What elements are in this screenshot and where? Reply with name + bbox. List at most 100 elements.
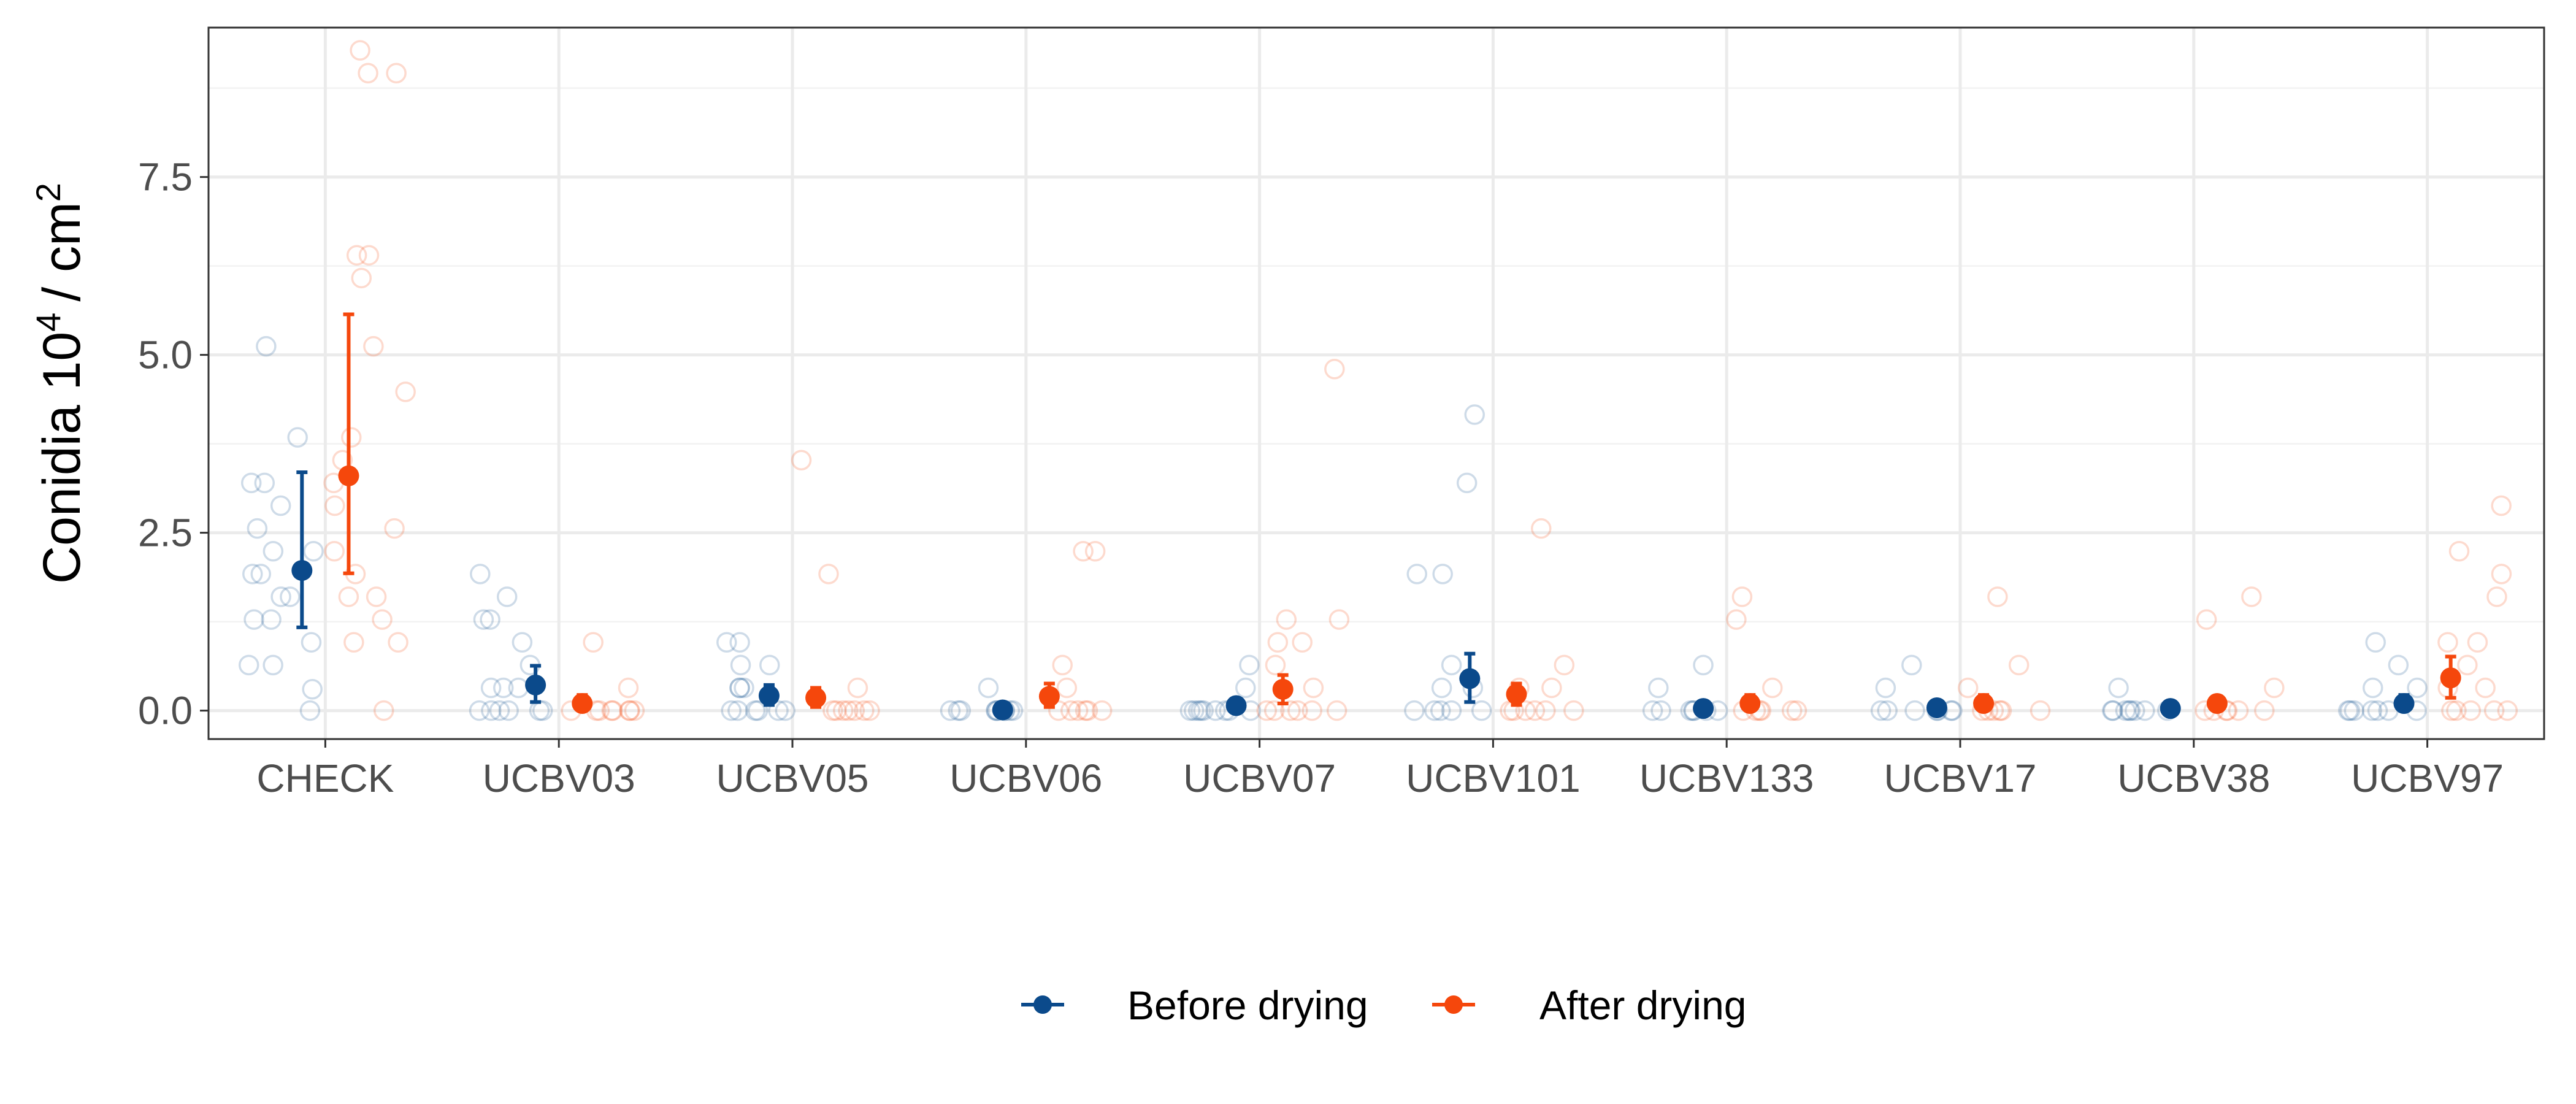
raw-point-before [280,586,301,607]
y-axis-title-main: Conidia 10 [33,332,91,584]
raw-point-after [338,586,359,607]
legend-key-dot-after [1444,995,1463,1014]
raw-point-before [1239,654,1260,676]
legend-item-after: After drying [1432,983,1746,1028]
y-axis-title-superscript-2: 2 [29,183,67,202]
raw-point-after [1324,359,1345,380]
x-tick-label: UCBV06 [949,756,1102,800]
raw-point-after [1731,586,1753,607]
raw-point-after [2497,700,2518,721]
y-axis-ticks: 0.0 2.5 5.0 7.5 [138,155,209,733]
mean-point-after [805,687,827,708]
raw-point-after [1056,677,1078,699]
raw-point-before [1424,700,1445,721]
raw-point-after [358,245,380,266]
raw-point-after [2241,586,2262,607]
raw-point-after [351,267,372,289]
raw-point-after [358,63,378,83]
raw-point-before [1179,700,1201,721]
raw-point-after [822,700,843,721]
raw-point-before [299,700,321,721]
raw-point-before [240,472,262,494]
raw-point-before [768,700,789,721]
x-tick-label: UCBV97 [2351,756,2504,800]
raw-point-before [950,700,972,721]
raw-point-after [2486,586,2507,607]
raw-point-before [489,700,510,721]
mean-point-before [992,699,1013,721]
raw-point-before [727,700,748,721]
raw-point-after [374,700,394,721]
raw-point-after [2448,541,2470,562]
y-axis-title-unit: / cm [33,202,91,301]
raw-point-after [1303,677,1324,699]
raw-point-before [1431,677,1452,699]
raw-point-after [324,541,345,562]
y-tick-label: 7.5 [138,155,193,199]
raw-point-after [343,632,364,653]
raw-point-after [791,450,812,471]
raw-point-before [473,609,494,630]
x-axis-ticks: CHECK UCBV03 UCBV05 UCBV06 UCBV07 UCBV101 UCBV… [256,739,2504,800]
raw-point-before [2388,654,2409,676]
raw-point-after [2475,677,2496,699]
raw-point-after [350,40,370,61]
raw-point-before [498,700,519,721]
raw-point-before [2120,700,2141,721]
raw-point-before [303,541,324,562]
x-tick-label: CHECK [256,756,394,800]
raw-point-after [583,632,604,653]
raw-point-after [2460,700,2482,721]
raw-point-before [270,495,291,516]
raw-point-after [1060,700,1081,721]
y-tick-label: 5.0 [138,333,193,377]
raw-point-before [1464,404,1485,425]
mean-point-before [1693,698,1714,719]
raw-point-before [978,677,999,699]
mean-point-before [1225,695,1247,716]
raw-point-before [1430,700,1451,721]
raw-point-after [2254,700,2275,721]
raw-point-before [2118,700,2140,721]
raw-point-after [1301,700,1322,721]
raw-point-after [2030,700,2051,721]
raw-point-before [496,586,518,607]
raw-point-after [366,586,387,607]
raw-point-before [747,700,769,721]
raw-point-before [469,700,490,721]
raw-point-after [844,700,865,721]
raw-point-before [481,700,502,721]
y-tick-label: 2.5 [138,511,193,555]
mean-point-after [1973,693,1995,714]
mean-point-after [1739,693,1761,714]
raw-point-after [602,700,623,721]
raw-point-after [341,427,362,448]
raw-point-after [619,700,640,721]
raw-point-before [1190,700,1211,721]
raw-point-after [1091,700,1113,721]
major-gridlines [209,28,2544,739]
raw-point-after [1563,700,1584,721]
mean-point-after [1506,683,1527,705]
raw-point-before [256,335,277,357]
raw-point-after [859,700,880,721]
raw-point-before [1406,564,1428,585]
raw-point-after [1524,700,1546,721]
raw-point-after [1726,609,1747,630]
raw-point-after [1265,654,1286,676]
raw-point-after [618,677,639,699]
raw-point-after [589,700,610,721]
raw-point-before [532,700,553,721]
raw-point-before [238,654,259,676]
raw-point-after [324,495,345,516]
raw-point-after [847,677,868,699]
raw-point-before [250,564,271,585]
raw-point-before [247,518,268,539]
raw-point-before [2361,700,2383,721]
y-axis-title: Conidia 104 / cm2 [29,183,91,584]
raw-point-after [1786,700,1807,721]
raw-point-after [2483,700,2505,721]
raw-point-after [1067,700,1089,721]
x-tick-label: UCBV07 [1183,756,1336,800]
raw-point-after [346,245,367,266]
